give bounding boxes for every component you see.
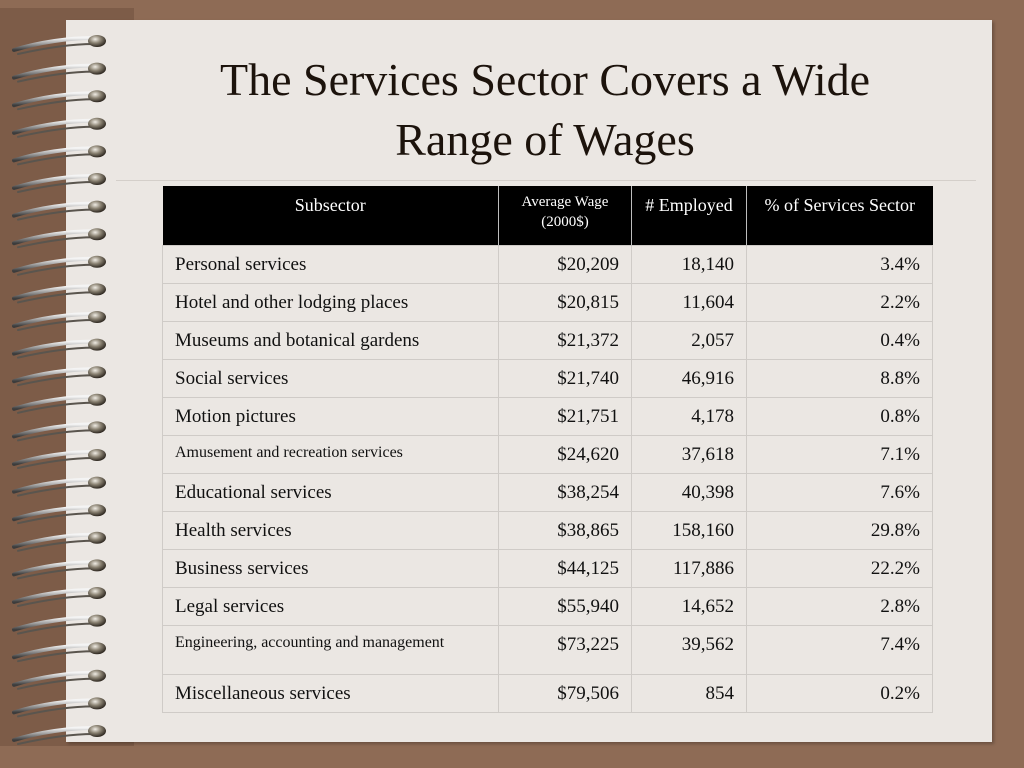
slide-title: The Services Sector Covers a Wide Range … (66, 50, 1024, 170)
cell-subsector: Hotel and other lodging places (162, 283, 499, 322)
cell-employed: 117,886 (631, 549, 747, 588)
cell-pct: 2.8% (746, 587, 933, 626)
table-row: Social services $21,740 46,916 8.8% (162, 359, 933, 398)
cell-pct: 3.4% (746, 245, 933, 284)
cell-subsector: Health services (162, 511, 499, 550)
spiral-ring-icon (12, 200, 106, 221)
cell-pct: 7.6% (746, 473, 933, 512)
cell-wage: $24,620 (498, 435, 632, 474)
spiral-ring-icon (12, 449, 106, 469)
table-row: Business services $44,125 117,886 22.2% (162, 549, 933, 588)
spiral-ring-icon (12, 35, 106, 55)
cell-wage: $38,865 (498, 511, 632, 550)
cell-wage: $79,506 (498, 674, 632, 713)
cell-wage: $21,372 (498, 321, 632, 360)
cell-wage: $55,940 (498, 587, 632, 626)
header-pct-services: % of Services Sector (746, 186, 933, 246)
cell-subsector: Museums and botanical gardens (162, 321, 499, 360)
table-row: Hotel and other lodging places $20,815 1… (162, 283, 933, 322)
spiral-ring-icon (12, 559, 106, 580)
cell-employed: 40,398 (631, 473, 747, 512)
spiral-ring-icon (12, 421, 106, 442)
table-row: Miscellaneous services $79,506 854 0.2% (162, 674, 933, 713)
cell-wage: $21,751 (498, 397, 632, 436)
spiral-ring-icon (12, 476, 106, 497)
cell-employed: 4,178 (631, 397, 747, 436)
table-row: Educational services $38,254 40,398 7.6% (162, 473, 933, 512)
wages-table: Subsector Average Wage (2000$) # Employe… (162, 186, 933, 713)
spiral-ring-icon (12, 228, 106, 249)
table-row: Museums and botanical gardens $21,372 2,… (162, 321, 933, 360)
title-line-2: Range of Wages (395, 114, 695, 165)
spiral-ring-icon (12, 311, 106, 331)
spiral-ring-icon (12, 255, 106, 276)
cell-employed: 158,160 (631, 511, 747, 550)
cell-wage: $21,740 (498, 359, 632, 398)
table-header-row: Subsector Average Wage (2000$) # Employe… (162, 186, 933, 246)
spiral-ring-icon (12, 90, 106, 111)
header-subsector: Subsector (162, 186, 499, 246)
cell-wage: $44,125 (498, 549, 632, 588)
title-divider (116, 180, 976, 181)
spiral-ring-icon (12, 725, 106, 745)
spiral-ring-icon (12, 614, 106, 635)
spiral-ring-icon (12, 283, 106, 304)
spiral-ring-icon (12, 531, 106, 552)
cell-employed: 18,140 (631, 245, 747, 284)
cell-wage: $20,815 (498, 283, 632, 322)
spiral-ring-icon (12, 117, 106, 138)
cell-wage: $38,254 (498, 473, 632, 512)
cell-wage: $73,225 (498, 625, 632, 675)
spiral-ring-icon (12, 504, 106, 525)
table-row: Health services $38,865 158,160 29.8% (162, 511, 933, 550)
table-row: Motion pictures $21,751 4,178 0.8% (162, 397, 933, 436)
cell-subsector: Personal services (162, 245, 499, 284)
cell-employed: 39,562 (631, 625, 747, 675)
cell-subsector: Motion pictures (162, 397, 499, 436)
spiral-ring-icon (12, 587, 106, 607)
cell-subsector: Miscellaneous services (162, 674, 499, 713)
cell-pct: 29.8% (746, 511, 933, 550)
cell-subsector: Educational services (162, 473, 499, 512)
spiral-ring-icon (12, 145, 106, 166)
header-employed: # Employed (631, 186, 747, 246)
cell-subsector: Social services (162, 359, 499, 398)
spiral-ring-icon (12, 62, 106, 83)
cell-pct: 0.2% (746, 674, 933, 713)
title-line-1: The Services Sector Covers a Wide (219, 54, 871, 105)
cell-employed: 37,618 (631, 435, 747, 474)
table-row: Amusement and recreation services $24,62… (162, 435, 933, 474)
cell-pct: 7.4% (746, 625, 933, 675)
cell-pct: 8.8% (746, 359, 933, 398)
cell-wage: $20,209 (498, 245, 632, 284)
cell-employed: 46,916 (631, 359, 747, 398)
cell-pct: 2.2% (746, 283, 933, 322)
spiral-ring-icon (12, 669, 106, 690)
spiral-binding-icon (12, 35, 106, 745)
table-row: Legal services $55,940 14,652 2.8% (162, 587, 933, 626)
cell-employed: 854 (631, 674, 747, 713)
cell-pct: 22.2% (746, 549, 933, 588)
spiral-ring-icon (12, 366, 106, 387)
table-row: Engineering, accounting and management $… (162, 625, 933, 675)
spiral-ring-icon (12, 338, 106, 359)
cell-subsector: Amusement and recreation services (162, 435, 499, 474)
cell-subsector: Legal services (162, 587, 499, 626)
header-average-wage: Average Wage (2000$) (498, 186, 632, 246)
table-row: Personal services $20,209 18,140 3.4% (162, 245, 933, 284)
cell-pct: 0.4% (746, 321, 933, 360)
cell-employed: 2,057 (631, 321, 747, 360)
cell-pct: 7.1% (746, 435, 933, 474)
spiral-ring-icon (12, 642, 106, 663)
cell-subsector: Engineering, accounting and management (162, 625, 499, 675)
spiral-ring-icon (12, 697, 106, 718)
cell-employed: 11,604 (631, 283, 747, 322)
cell-pct: 0.8% (746, 397, 933, 436)
spiral-ring-icon (12, 173, 106, 193)
cell-employed: 14,652 (631, 587, 747, 626)
spiral-ring-icon (12, 393, 106, 414)
cell-subsector: Business services (162, 549, 499, 588)
